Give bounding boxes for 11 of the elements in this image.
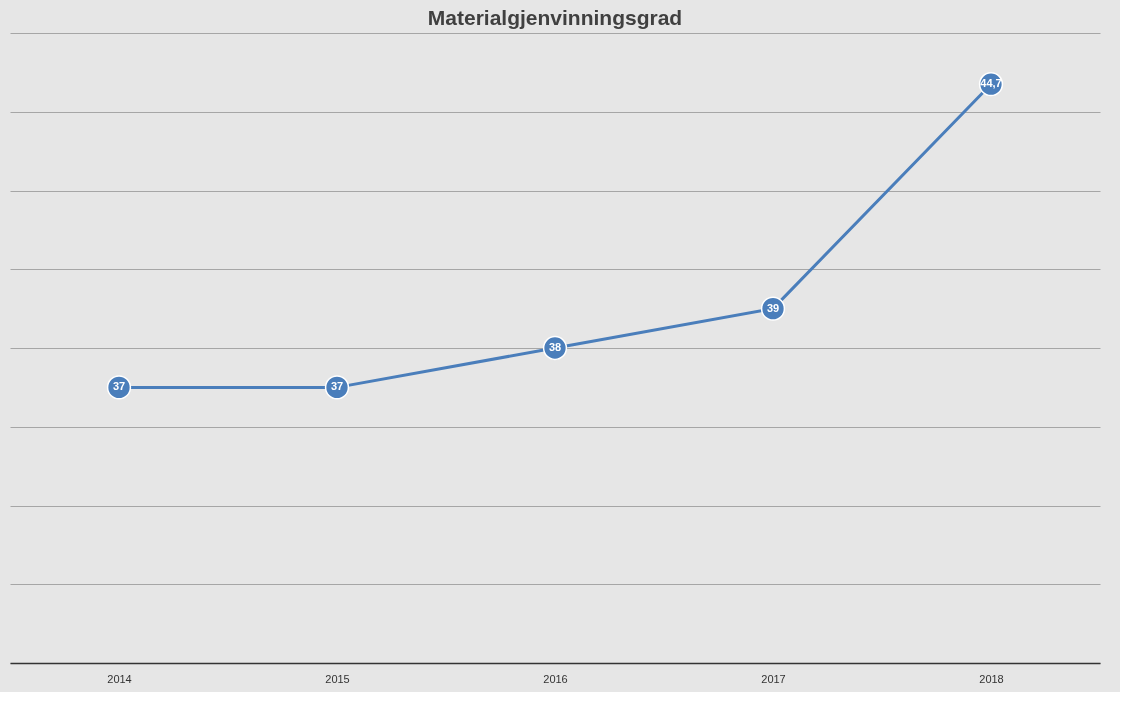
data-label: 38 [548,341,562,353]
x-tick-label: 2017 [761,672,786,685]
chart-title: Materialgjenvinningsgrad [427,6,683,29]
data-label: 37 [112,380,126,393]
x-tick-label: 2016 [543,672,568,685]
data-label: 44,7 [980,77,1002,90]
x-tick-label: 2015 [325,672,350,685]
data-label: 37 [330,380,344,393]
x-tick-label: 2018 [979,672,1004,685]
x-tick-label: 2014 [107,672,132,685]
data-label: 39 [766,301,780,314]
